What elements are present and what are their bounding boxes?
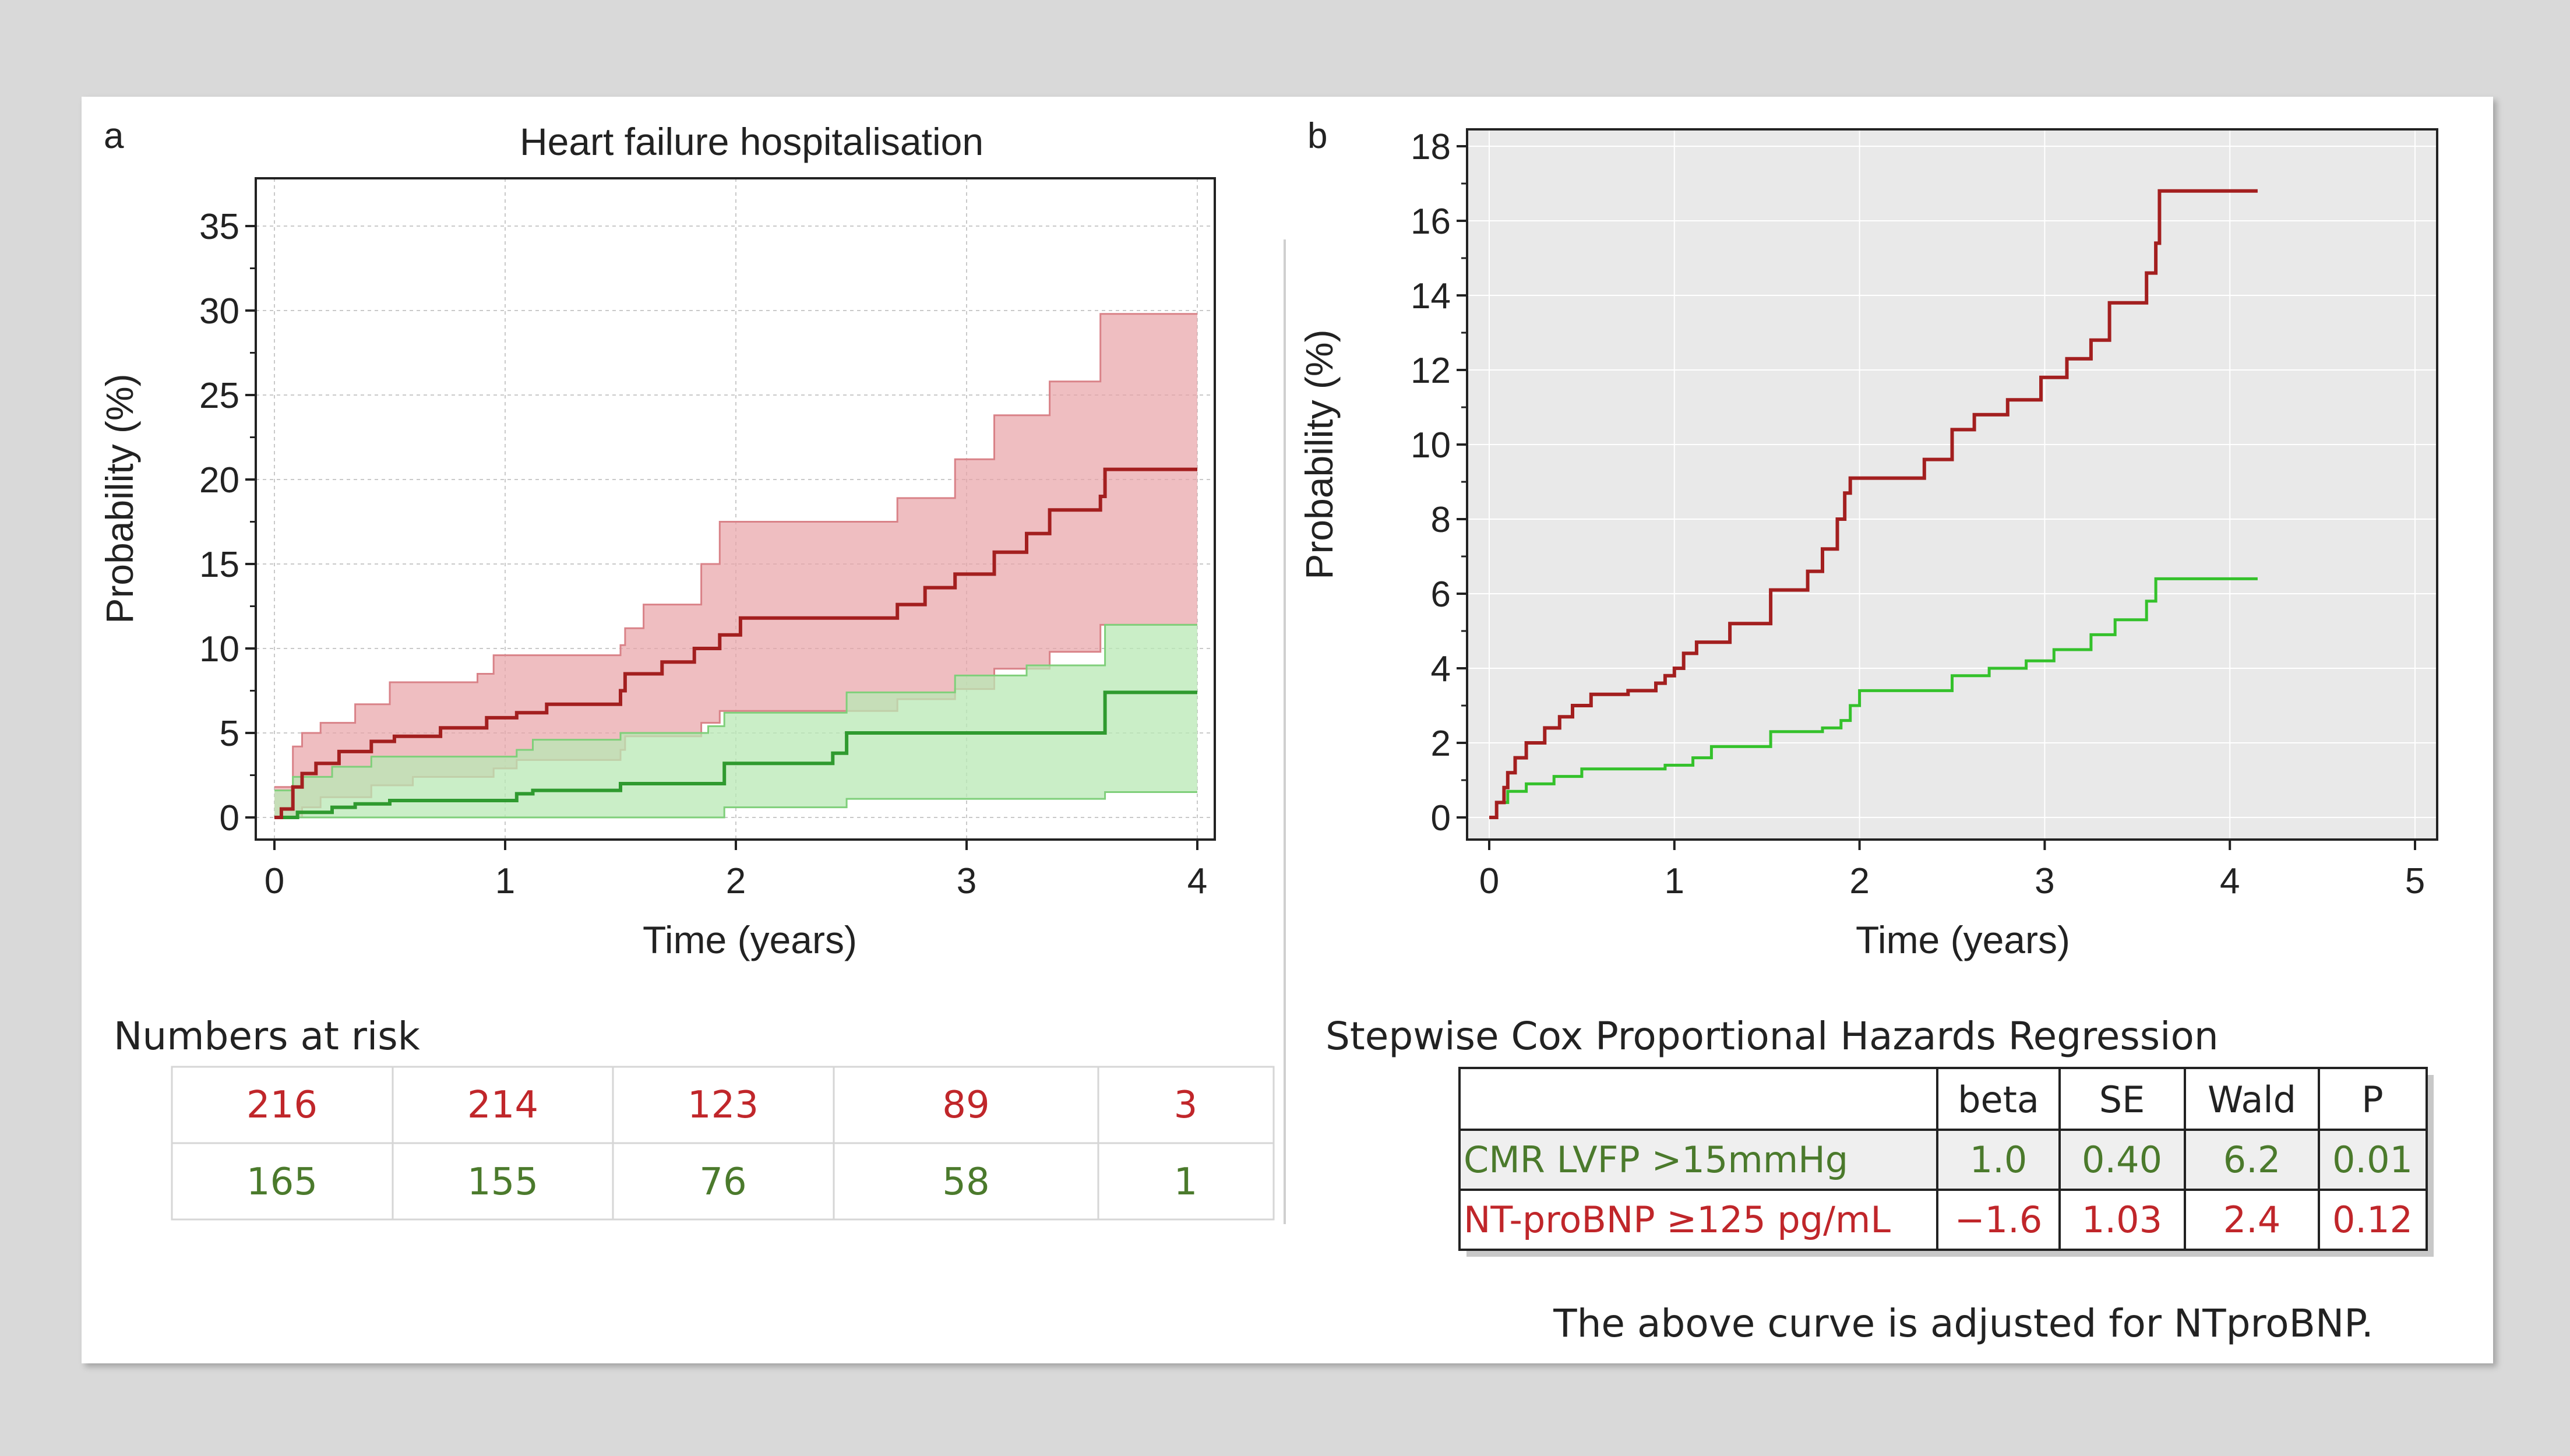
- numbers-at-risk-table: 216 214 123 89 3 165 155 76 58 1: [171, 1066, 1275, 1221]
- y-tick-label: 20: [199, 460, 239, 500]
- green-confidence-band-lower-edge: [274, 791, 1197, 819]
- plot-background: [1467, 129, 2437, 840]
- y-tick-label: 8: [1431, 500, 1451, 540]
- figure-canvas: a Heart failure hospitalisation 0 1 2 3 4051…: [98, 116, 2438, 1346]
- x-tick-label: 0: [265, 861, 284, 901]
- cox-row1-variable: CMR LVFP >15mmHg: [1464, 1138, 1848, 1181]
- y-tick-label: 16: [1411, 202, 1451, 242]
- y-tick-label: 18: [1411, 127, 1451, 167]
- panel-a: a Heart failure hospitalisation 0 1 2 3 4051…: [98, 116, 1275, 1221]
- cox-header-se: SE: [2099, 1078, 2145, 1121]
- risk-cell-red: 123: [688, 1084, 759, 1127]
- cox-row1-p: 0.01: [2332, 1138, 2413, 1181]
- x-tick-label: 1: [1665, 861, 1684, 901]
- green-confidence-band: [274, 625, 1197, 817]
- cox-table-border: [1458, 1067, 2428, 1251]
- x-tick-label: 0: [1479, 861, 1499, 901]
- panel-a-label: a: [104, 116, 124, 156]
- panel-a-xlabel: Time (years): [643, 918, 857, 961]
- risk-cell-red: 216: [246, 1084, 318, 1127]
- cox-row2-se: 1.03: [2082, 1198, 2162, 1241]
- cox-row2-beta: −1.6: [1955, 1198, 2043, 1241]
- cox-header-p: P: [2361, 1078, 2383, 1121]
- y-tick-label: 10: [1411, 425, 1451, 466]
- x-tick-label: 2: [726, 861, 746, 901]
- plot-frame: [1466, 128, 2438, 841]
- y-tick-label: 30: [199, 291, 239, 332]
- risk-cell-green: 58: [942, 1161, 989, 1204]
- x-tick-label: 4: [2220, 861, 2240, 901]
- numbers-at-risk-title: Numbers at risk: [114, 1014, 421, 1059]
- cox-table-row2-bg: [1459, 1190, 2427, 1250]
- risk-cell-red: 3: [1174, 1084, 1198, 1127]
- cox-row1-beta: 1.0: [1970, 1138, 2028, 1181]
- x-tick-label: 3: [2035, 861, 2054, 901]
- y-tick-label: 10: [199, 629, 239, 669]
- cox-row2-p: 0.12: [2332, 1198, 2413, 1241]
- panel-a-ylabel: Probability (%): [98, 373, 141, 623]
- x-tick-label: 4: [1187, 861, 1207, 901]
- red-km-line: [274, 467, 1197, 819]
- cox-table-row1-bg: [1459, 1130, 2427, 1190]
- risk-cell-red: 89: [942, 1084, 989, 1127]
- panel-b-label: b: [1307, 116, 1327, 156]
- footnote: The above curve is adjusted for NTproBNP…: [1553, 1301, 2373, 1346]
- green-confidence-band-upper-edge: [274, 623, 1197, 792]
- x-tick-label: 2: [1849, 861, 1869, 901]
- red-confidence-band: [274, 313, 1197, 817]
- red-confidence-band-upper-edge: [274, 313, 1197, 788]
- green-adjusted-line: [1489, 577, 2258, 819]
- red-adjusted-line: [1489, 189, 2258, 819]
- y-tick-label: 25: [199, 376, 239, 416]
- x-tick-label: 1: [495, 861, 515, 901]
- y-tick-label: 2: [1431, 724, 1451, 764]
- cox-table-title: Stepwise Cox Proportional Hazards Regres…: [1325, 1014, 2219, 1059]
- cox-row2-wald: 2.4: [2223, 1198, 2281, 1241]
- green-km-line: [274, 690, 1197, 819]
- panel-a-plot: 0 1 2 3 4 0 5 10 15 20 25 30 35: [199, 177, 1216, 901]
- cox-regression-table: beta SE Wald P CMR LVFP >15mmHg 1.0 0.40…: [1458, 1067, 2434, 1257]
- y-tick-label: 14: [1411, 276, 1451, 316]
- y-tick-label: 35: [199, 207, 239, 247]
- cox-row2-variable: NT-proBNP ≥125 pg/mL: [1464, 1198, 1891, 1241]
- risk-cell-green: 155: [467, 1161, 538, 1204]
- risk-cell-green: 1: [1174, 1161, 1198, 1204]
- risk-cell-red: 214: [467, 1084, 538, 1127]
- y-tick-label: 12: [1411, 351, 1451, 391]
- cox-header-beta: beta: [1958, 1078, 2039, 1121]
- y-tick-label: 5: [220, 714, 239, 754]
- risk-cell-green: 76: [699, 1161, 746, 1204]
- panel-a-title: Heart failure hospitalisation: [520, 120, 983, 163]
- y-tick-label: 15: [199, 545, 239, 585]
- panel-b-xlabel: Time (years): [1856, 918, 2070, 961]
- y-tick-label: 0: [220, 798, 239, 838]
- y-tick-label: 0: [1431, 798, 1451, 838]
- panel-b-ylabel: Probability (%): [1298, 329, 1341, 579]
- cox-header-wald: Wald: [2208, 1078, 2296, 1121]
- cox-table-header-bg: [1459, 1068, 2427, 1130]
- y-tick-label: 6: [1431, 574, 1451, 615]
- cox-row1-se: 0.40: [2082, 1138, 2162, 1181]
- x-tick-label: 5: [2405, 861, 2425, 901]
- cox-row1-wald: 6.2: [2223, 1138, 2281, 1181]
- risk-cell-green: 165: [246, 1161, 318, 1204]
- y-tick-label: 4: [1431, 649, 1451, 689]
- x-tick-label: 3: [957, 861, 976, 901]
